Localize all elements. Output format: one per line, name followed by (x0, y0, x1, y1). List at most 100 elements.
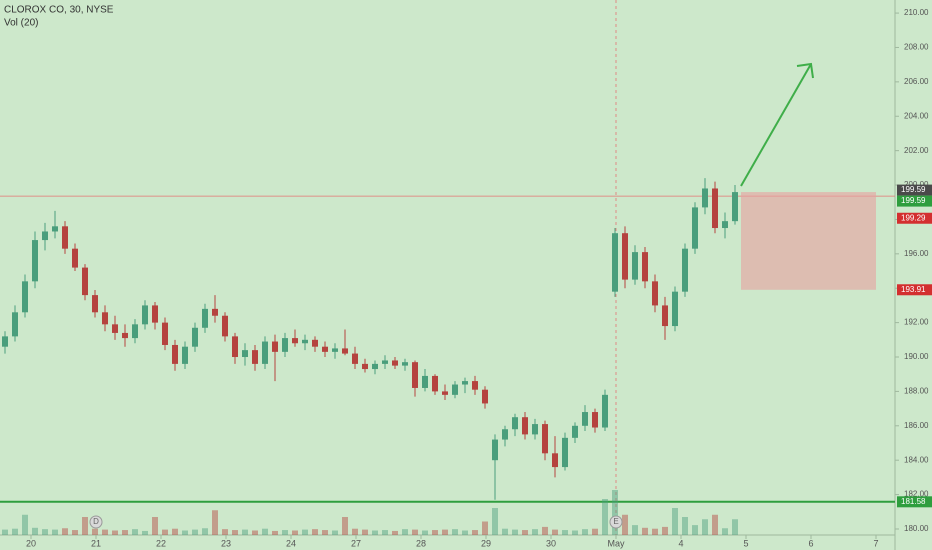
candle-body (202, 308, 208, 328)
projection-arrow (740, 63, 812, 187)
volume-bar (42, 529, 48, 535)
candle-body (182, 346, 188, 364)
candle-body (102, 312, 108, 325)
y-tick-label: 186.00 (904, 421, 929, 430)
candle-body (412, 362, 418, 388)
candle-body (442, 391, 448, 395)
candle-body (352, 353, 358, 364)
x-tick-label: 29 (481, 538, 491, 548)
x-tick-label: 27 (351, 538, 361, 548)
x-tick-label: 7 (873, 538, 878, 548)
candle-body (302, 339, 308, 344)
candle-body (62, 226, 68, 249)
volume-bar (222, 529, 228, 535)
candle-body (672, 291, 678, 327)
candle-body (232, 336, 238, 358)
y-tick-label: 192.00 (904, 318, 929, 327)
candle-body (682, 248, 688, 292)
x-tick-label: 23 (221, 538, 231, 548)
volume-bar (82, 517, 88, 535)
candle-body (132, 324, 138, 339)
candle-body (362, 363, 368, 370)
volume-bar (292, 530, 298, 535)
candle-body (162, 322, 168, 345)
volume-bar (62, 528, 68, 535)
volume-bar (632, 525, 638, 535)
candle-body (2, 336, 8, 347)
volume-bar (132, 529, 138, 535)
x-tick-label: 28 (416, 538, 426, 548)
x-tick-label: 6 (808, 538, 813, 548)
candle-body (422, 375, 428, 388)
volume-bar (602, 499, 608, 535)
candle-body (392, 360, 398, 366)
candle-body (272, 341, 278, 352)
candle-body (732, 192, 738, 222)
volume-bar (702, 519, 708, 535)
candle-body (222, 315, 228, 337)
volume-bar (682, 517, 688, 535)
volume-bar (732, 519, 738, 535)
candle-body (382, 360, 388, 364)
volume-bar (692, 525, 698, 535)
candle-body (702, 188, 708, 208)
candle-body (342, 348, 348, 354)
candle-body (522, 417, 528, 435)
candle-body (372, 363, 378, 370)
volume-bar (112, 530, 118, 535)
candle-body (492, 439, 498, 461)
x-tick-label: 5 (743, 538, 748, 548)
price-label-box (897, 284, 932, 296)
candle-body (532, 424, 538, 435)
candle-body (512, 417, 518, 430)
candle-body (592, 412, 598, 428)
candle-body (72, 248, 78, 268)
volume-bar (592, 528, 598, 535)
plot (0, 0, 895, 535)
chart-title: CLOROX CO, 30, NYSE (4, 5, 114, 16)
y-tick-label: 182.00 (904, 490, 929, 499)
candle-body (402, 362, 408, 366)
volume-bar (622, 514, 628, 535)
volume-bar (2, 529, 8, 535)
candle-body (82, 267, 88, 296)
price-label-box (897, 496, 932, 508)
candle-body (462, 381, 468, 385)
volume-bar (532, 529, 538, 535)
candle-body (612, 233, 618, 292)
volume-bar (152, 517, 158, 535)
candle-body (92, 295, 98, 313)
candle-body (12, 312, 18, 337)
y-tick-label: 184.00 (904, 455, 929, 464)
price-label: 199.29 (901, 213, 926, 222)
x-tick-label: 22 (156, 538, 166, 548)
event-marker (609, 515, 623, 529)
risk-zone (741, 192, 876, 290)
volume-bar (32, 527, 38, 535)
volume-bar (352, 528, 358, 535)
y-tick-label: 210.00 (904, 8, 929, 17)
volume-bar (642, 527, 648, 535)
volume-bar (712, 514, 718, 535)
volume-bar (372, 530, 378, 535)
volume-bar (252, 530, 258, 535)
candle-body (542, 424, 548, 454)
volume-bar (212, 510, 218, 535)
volume-bar (72, 530, 78, 535)
candle-body (502, 429, 508, 440)
candle-body (42, 231, 48, 241)
volume-bar (562, 530, 568, 535)
candle-body (562, 437, 568, 468)
volume-bar (232, 530, 238, 535)
y-tick-label: 190.00 (904, 352, 929, 361)
x-tick-label: 30 (546, 538, 556, 548)
volume-bar (182, 530, 188, 535)
y-tick-label: 188.00 (904, 387, 929, 396)
volume-label: Vol (20) (4, 18, 38, 29)
candle-body (432, 375, 438, 392)
candle-body (662, 305, 668, 327)
volume-bar (272, 530, 278, 535)
volume-bar (172, 528, 178, 535)
volume-bar (282, 530, 288, 535)
